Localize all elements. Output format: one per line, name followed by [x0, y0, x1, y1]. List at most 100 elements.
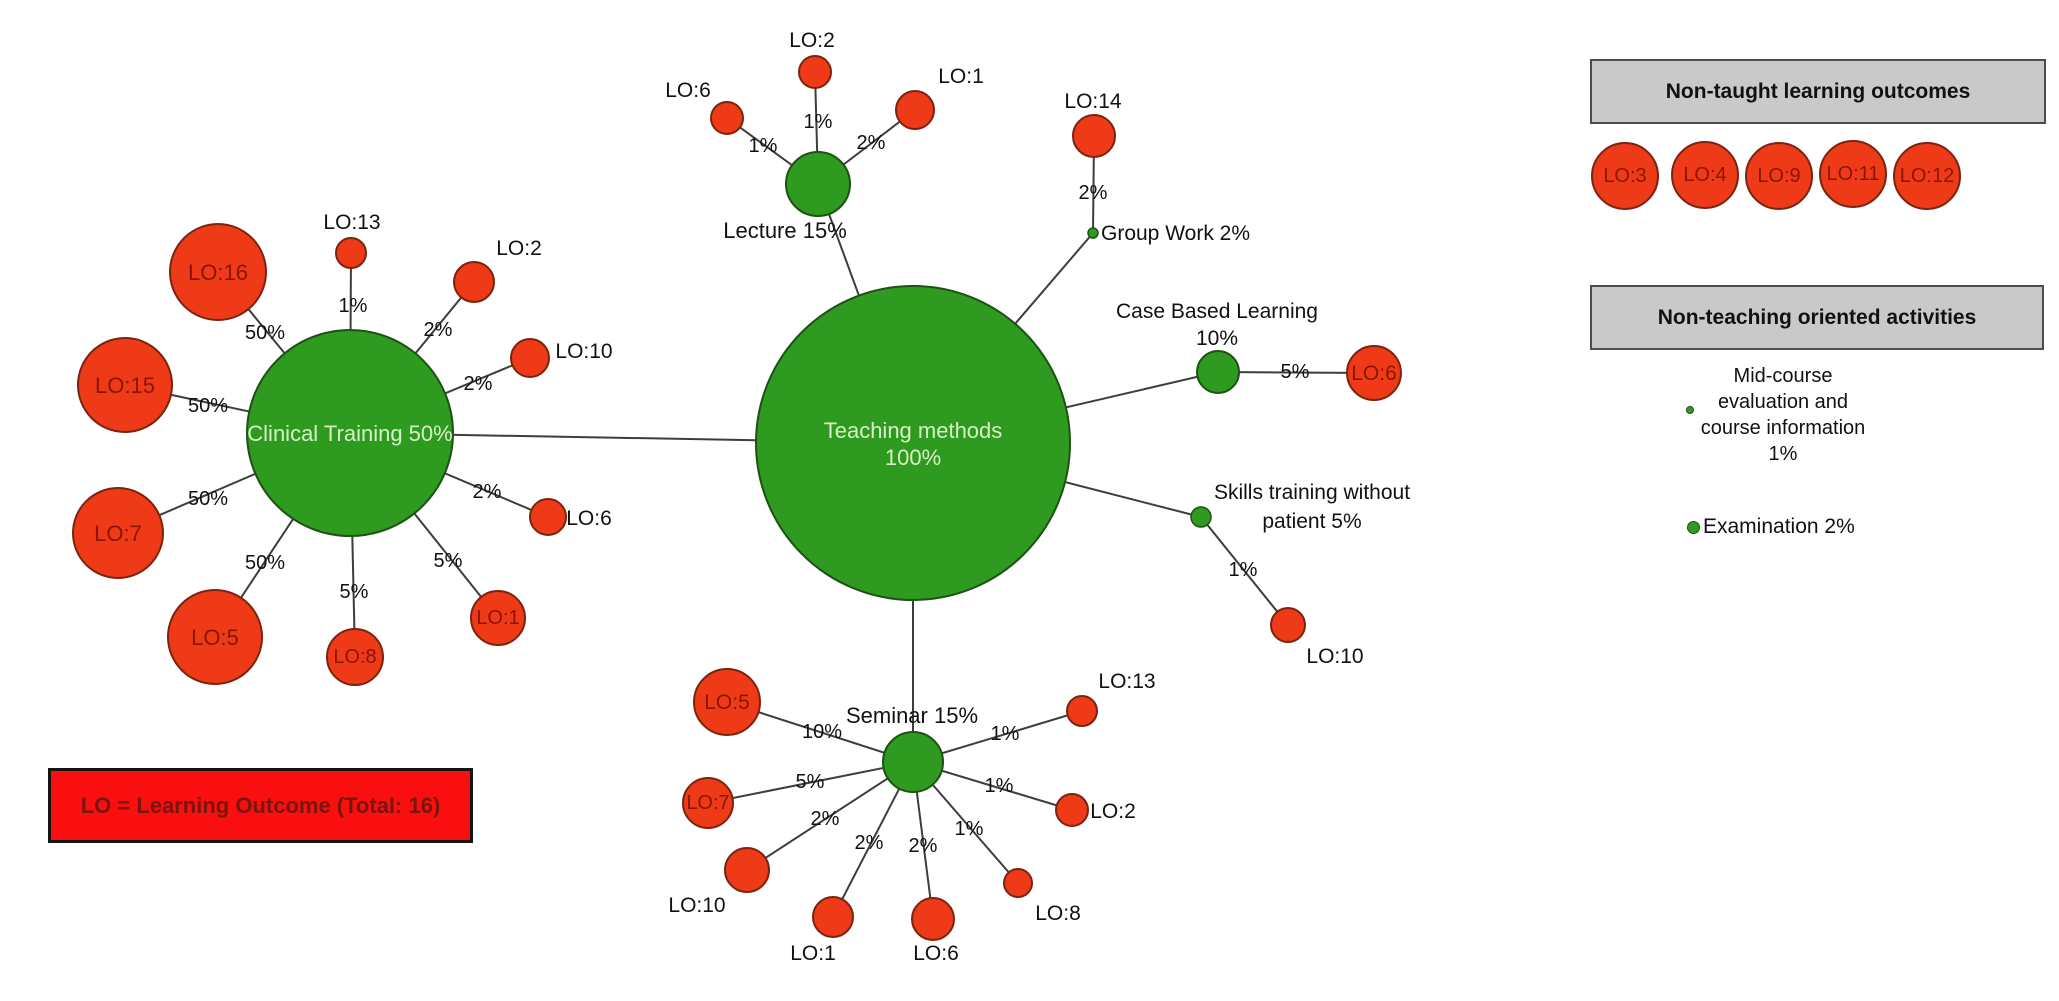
label-sem-lo2: LO:2 [1090, 800, 1136, 823]
node-ct-lo1 [470, 590, 526, 646]
label-ct-lo10: LO:10 [555, 340, 612, 363]
edge-label-ct-lo2: 2% [424, 319, 453, 341]
mid-course-label: Mid-course evaluation and course informa… [1697, 363, 1869, 467]
label-lec-lo1: LO:1 [938, 65, 984, 88]
edge-label-sem-lo6: 2% [909, 835, 938, 857]
label-gw-lo14: LO:14 [1064, 90, 1122, 113]
node-ct-lo13 [335, 237, 367, 269]
node-group-work [1087, 227, 1099, 239]
node-nt-lo3 [1591, 142, 1659, 210]
node-ct-lo10 [510, 338, 550, 378]
label-ct-lo2: LO:2 [496, 237, 542, 260]
label-nt-lo4: LO:4 [1683, 164, 1726, 186]
non-taught-header-box: Non-taught learning outcomes [1590, 59, 2046, 124]
node-lecture [785, 151, 851, 217]
label-sem-lo13: LO:13 [1098, 670, 1155, 693]
edge-label-ct-lo15: 50% [188, 395, 228, 417]
mid-course-line-1: Mid-course [1733, 365, 1833, 387]
label-sem-lo8: LO:8 [1035, 902, 1081, 925]
node-ct-lo2 [453, 261, 495, 303]
edge-label-ct-lo7: 50% [188, 488, 228, 510]
label-sem-lo6: LO:6 [913, 942, 959, 965]
mid-course-line-3: course information [1700, 417, 1866, 439]
non-teaching-header-box: Non-teaching oriented activities [1590, 285, 2044, 350]
node-sem-lo5 [693, 668, 761, 736]
examination-dot [1687, 521, 1700, 534]
node-lec-lo2 [798, 55, 832, 89]
label-sem-lo7: LO:7 [686, 792, 729, 814]
edge-label-lec-lo6: 1% [749, 135, 778, 157]
mid-course-line-4: 1% [1768, 443, 1798, 465]
label-case-based-learning: Case Based Learning 10% [1116, 300, 1318, 350]
lo-definition-text: LO = Learning Outcome (Total: 16) [80, 792, 441, 818]
label-nt-lo12: LO:12 [1900, 165, 1954, 187]
label-lec-lo2: LO:2 [789, 29, 835, 52]
node-nt-lo4 [1671, 141, 1739, 209]
node-sem-lo13 [1066, 695, 1098, 727]
node-lec-lo6 [710, 101, 744, 135]
edge-sem-lo10 [746, 761, 914, 871]
node-clinical-training [246, 329, 454, 537]
label-ct-lo16: LO:16 [188, 260, 248, 285]
edge-label-lec-lo2: 1% [804, 111, 833, 133]
node-nt-lo12 [1893, 142, 1961, 210]
node-lec-lo1 [895, 90, 935, 130]
edge-label-lec-lo1: 2% [857, 132, 886, 154]
node-sem-lo8 [1003, 868, 1033, 898]
node-nt-lo9 [1745, 142, 1813, 210]
label-ct-lo7: LO:7 [94, 521, 142, 546]
edge-label-cbl-lo6: 5% [1281, 361, 1310, 383]
label-sem-lo5: LO:5 [704, 691, 750, 714]
node-sem-lo7 [682, 777, 734, 829]
label-cbl-lo6: LO:6 [1351, 362, 1397, 385]
label-ct-lo13: LO:13 [323, 211, 380, 234]
node-skills-training [1190, 506, 1212, 528]
edge-label-sem-lo2: 1% [985, 775, 1014, 797]
label-lec-lo6: LO:6 [665, 79, 711, 102]
non-teaching-title: Non-teaching oriented activities [1657, 305, 1977, 329]
label-nt-lo3: LO:3 [1603, 165, 1646, 187]
mid-course-dot [1686, 406, 1694, 414]
edge-label-sem-lo7: 5% [796, 771, 825, 793]
edge-label-sem-lo13: 1% [991, 723, 1020, 745]
node-gw-lo14 [1072, 114, 1116, 158]
node-ct-lo6 [529, 498, 567, 536]
edge-label-ct-lo1: 5% [434, 550, 463, 572]
node-seminar [882, 731, 944, 793]
label-teaching-methods: Teaching methods 100% [824, 418, 1003, 470]
node-ct-lo7 [72, 487, 164, 579]
edge-label-ct-lo6: 2% [473, 481, 502, 503]
node-ct-lo16 [169, 223, 267, 321]
edge-label-gw-lo14: 2% [1079, 182, 1108, 204]
node-case-based-learning [1196, 350, 1240, 394]
node-st-lo10 [1270, 607, 1306, 643]
edge-label-sem-lo8: 1% [955, 818, 984, 840]
label-sem-lo1: LO:1 [790, 942, 836, 965]
edge-sem-lo7 [707, 761, 914, 804]
edge-label-ct-lo10: 2% [464, 373, 493, 395]
label-clinical-training: Clinical Training 50% [247, 421, 452, 446]
edge-label-ct-lo16: 50% [245, 322, 285, 344]
label-ct-lo8: LO:8 [333, 646, 376, 668]
node-teaching-methods [755, 285, 1071, 601]
node-sem-lo6 [911, 897, 955, 941]
edge-label-ct-lo13: 1% [339, 295, 368, 317]
node-ct-lo15 [77, 337, 173, 433]
label-nt-lo9: LO:9 [1757, 165, 1800, 187]
edge-label-st-lo10: 1% [1229, 559, 1258, 581]
node-ct-lo8 [326, 628, 384, 686]
node-cbl-lo6 [1346, 345, 1402, 401]
edge-st-lo10 [1200, 516, 1289, 626]
examination-label: Examination 2% [1703, 515, 1855, 538]
label-ct-lo5: LO:5 [191, 625, 239, 650]
label-ct-lo6: LO:6 [566, 507, 612, 530]
label-seminar: Seminar 15% [846, 703, 978, 728]
label-st-lo10: LO:10 [1306, 645, 1363, 668]
node-ct-lo5 [167, 589, 263, 685]
label-sem-lo10: LO:10 [668, 894, 725, 917]
non-taught-title: Non-taught learning outcomes [1665, 79, 1971, 103]
edge-label-ct-lo5: 50% [245, 552, 285, 574]
label-lecture: Lecture 15% [723, 218, 847, 243]
